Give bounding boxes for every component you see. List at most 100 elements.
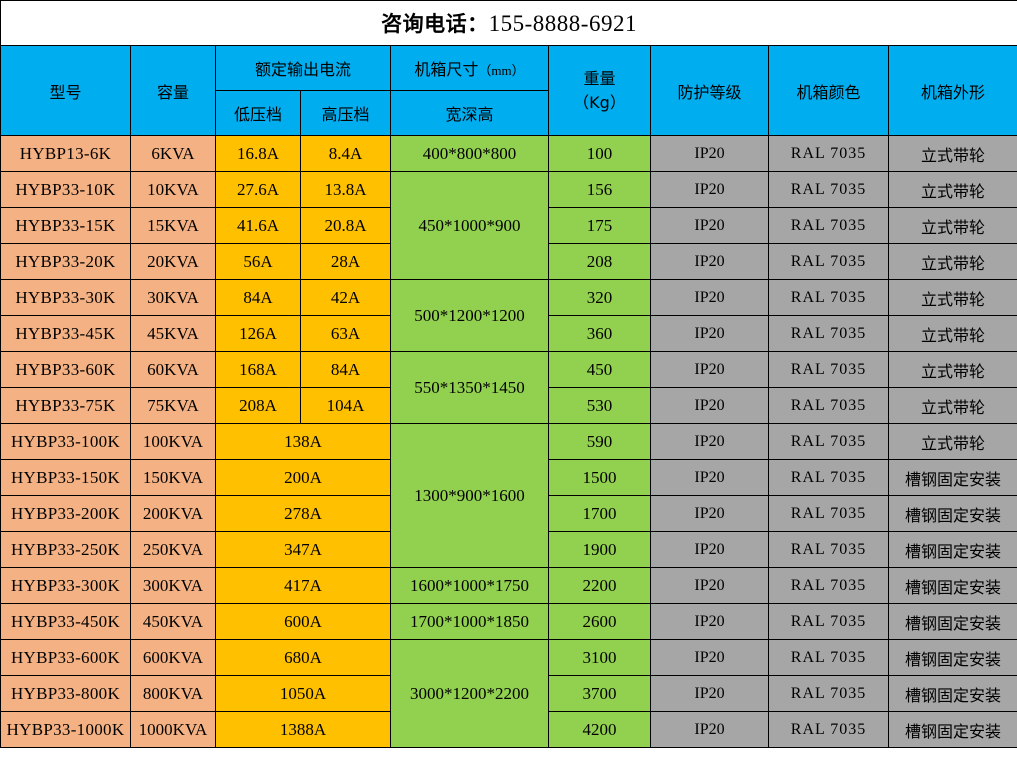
cell-high-voltage-current: 20.8A [300, 207, 391, 244]
title-row: 咨询电话：155-8888-6921 [0, 0, 1017, 46]
cell-cabinet-shape: 槽钢固定安装 [887, 459, 1017, 496]
header-row-bottom: 低压档 高压档 宽深高 [1, 90, 1017, 136]
cell-cabinet-color: RAL 7035 [768, 135, 889, 172]
cell-model: HYBP33-450K [0, 603, 131, 640]
cell-cabinet-shape: 立式带轮 [887, 423, 1017, 460]
spec-table-body: HYBP13-6K 6KVA 16.8A 8.4A 400*800*800 100 IP20… [0, 135, 1017, 748]
cell-protection-level: IP20 [650, 603, 769, 640]
cell-protection-level: IP20 [650, 315, 769, 352]
cell-cabinet-size: 550*1350*1450 [390, 351, 549, 424]
cell-weight: 450 [548, 351, 651, 388]
cell-cabinet-color: RAL 7035 [768, 315, 889, 352]
table-row: HYBP33-60K 60KVA 168A 84A 550*1350*1450 450 IP… [0, 351, 1017, 424]
cell-cabinet-color: RAL 7035 [768, 531, 889, 568]
table-row: HYBP33-150K 150KVA 200A 1500 IP20 RAL 7035 槽钢固… [0, 459, 1017, 496]
cell-capacity: 45KVA [130, 315, 216, 352]
cell-high-voltage-current: 84A [300, 351, 391, 388]
cell-cabinet-shape: 立式带轮 [887, 351, 1017, 388]
cell-rated-current: 278A [215, 495, 391, 532]
cell-weight: 3100 [548, 639, 651, 676]
table-row: HYBP33-250K 250KVA 347A 1900 IP20 RAL 7035 槽钢固… [0, 531, 1017, 568]
cell-model: HYBP33-75K [0, 387, 131, 424]
col-header-rated-output-current: 额定输出电流 [215, 45, 391, 91]
contact-phone-number: 155-8888-6921 [488, 11, 637, 36]
cell-capacity: 450KVA [130, 603, 216, 640]
cell-cabinet-size: 3000*1200*2200 [390, 639, 549, 748]
cell-model: HYBP33-150K [0, 459, 131, 496]
cell-model: HYBP33-1000K [0, 711, 131, 748]
cell-cabinet-shape: 槽钢固定安装 [887, 639, 1017, 676]
cell-capacity: 100KVA [130, 423, 216, 460]
cell-cabinet-color: RAL 7035 [768, 711, 889, 748]
cell-model: HYBP33-250K [0, 531, 131, 568]
cell-protection-level: IP20 [650, 567, 769, 604]
table-row: HYBP33-100K 100KVA 138A 1300*900*1600 590 IP2… [0, 423, 1017, 568]
cell-cabinet-shape: 立式带轮 [887, 207, 1017, 244]
contact-label: 咨询电话： [381, 12, 489, 36]
cell-cabinet-size: 1300*900*1600 [390, 423, 549, 568]
col-header-protection-level: 防护等级 [650, 45, 769, 136]
cell-weight: 208 [548, 243, 651, 280]
cell-cabinet-shape: 立式带轮 [887, 171, 1017, 208]
cell-cabinet-color: RAL 7035 [768, 423, 889, 460]
cell-low-voltage-current: 168A [215, 351, 301, 388]
cell-cabinet-shape: 槽钢固定安装 [887, 675, 1017, 712]
cell-capacity: 600KVA [130, 639, 216, 676]
cell-weight: 1700 [548, 495, 651, 532]
cell-protection-level: IP20 [650, 639, 769, 676]
cell-capacity: 150KVA [130, 459, 216, 496]
cell-protection-level: IP20 [650, 495, 769, 532]
cell-cabinet-color: RAL 7035 [768, 387, 889, 424]
cell-cabinet-shape: 槽钢固定安装 [887, 603, 1017, 640]
col-header-weight: 重量 （Kg） [548, 45, 651, 136]
cell-high-voltage-current: 28A [300, 243, 391, 280]
cell-weight: 100 [548, 135, 651, 172]
cell-cabinet-color: RAL 7035 [768, 603, 889, 640]
col-header-high-voltage-tap: 高压档 [300, 90, 391, 136]
cell-cabinet-color: RAL 7035 [768, 495, 889, 532]
cell-model: HYBP13-6K [0, 135, 131, 172]
cell-weight: 1500 [548, 459, 651, 496]
cell-protection-level: IP20 [650, 423, 769, 460]
cell-model: HYBP33-800K [0, 675, 131, 712]
cell-cabinet-color: RAL 7035 [768, 639, 889, 676]
cell-model: HYBP33-30K [0, 279, 131, 316]
cell-weight: 1900 [548, 531, 651, 568]
cell-cabinet-color: RAL 7035 [768, 459, 889, 496]
cell-cabinet-color: RAL 7035 [768, 243, 889, 280]
cell-rated-current: 1050A [215, 675, 391, 712]
cell-weight: 2200 [548, 567, 651, 604]
cell-capacity: 15KVA [130, 207, 216, 244]
contact-phone-title: 咨询电话：155-8888-6921 [0, 0, 1017, 46]
col-header-cabinet-size: 机箱尺寸（mm） [390, 45, 549, 91]
cell-rated-current: 200A [215, 459, 391, 496]
cell-high-voltage-current: 13.8A [300, 171, 391, 208]
table-row: HYBP33-600K 600KVA 680A 3000*1200*2200 3100 I… [0, 639, 1017, 748]
cell-model: HYBP33-60K [0, 351, 131, 388]
cell-protection-level: IP20 [650, 531, 769, 568]
cell-weight: 175 [548, 207, 651, 244]
cell-capacity: 75KVA [130, 387, 216, 424]
table-row: HYBP13-6K 6KVA 16.8A 8.4A 400*800*800 100 IP20… [0, 135, 1017, 172]
cell-low-voltage-current: 84A [215, 279, 301, 316]
table-row: HYBP33-20K 20KVA 56A 28A 208 IP20 RAL 7035 立式带轮 [0, 243, 1017, 280]
cell-capacity: 6KVA [130, 135, 216, 172]
cell-high-voltage-current: 104A [300, 387, 391, 424]
cell-low-voltage-current: 27.6A [215, 171, 301, 208]
cell-weight: 360 [548, 315, 651, 352]
cell-rated-current: 600A [215, 603, 391, 640]
cell-high-voltage-current: 42A [300, 279, 391, 316]
cell-low-voltage-current: 208A [215, 387, 301, 424]
cell-weight: 2600 [548, 603, 651, 640]
cell-cabinet-color: RAL 7035 [768, 567, 889, 604]
cell-model: HYBP33-10K [0, 171, 131, 208]
cell-cabinet-size: 1700*1000*1850 [390, 603, 549, 640]
cell-rated-current: 138A [215, 423, 391, 460]
cell-weight: 4200 [548, 711, 651, 748]
cell-weight: 3700 [548, 675, 651, 712]
cell-cabinet-shape: 立式带轮 [887, 243, 1017, 280]
cell-protection-level: IP20 [650, 711, 769, 748]
cell-cabinet-shape: 槽钢固定安装 [887, 711, 1017, 748]
cell-capacity: 250KVA [130, 531, 216, 568]
cell-capacity: 20KVA [130, 243, 216, 280]
